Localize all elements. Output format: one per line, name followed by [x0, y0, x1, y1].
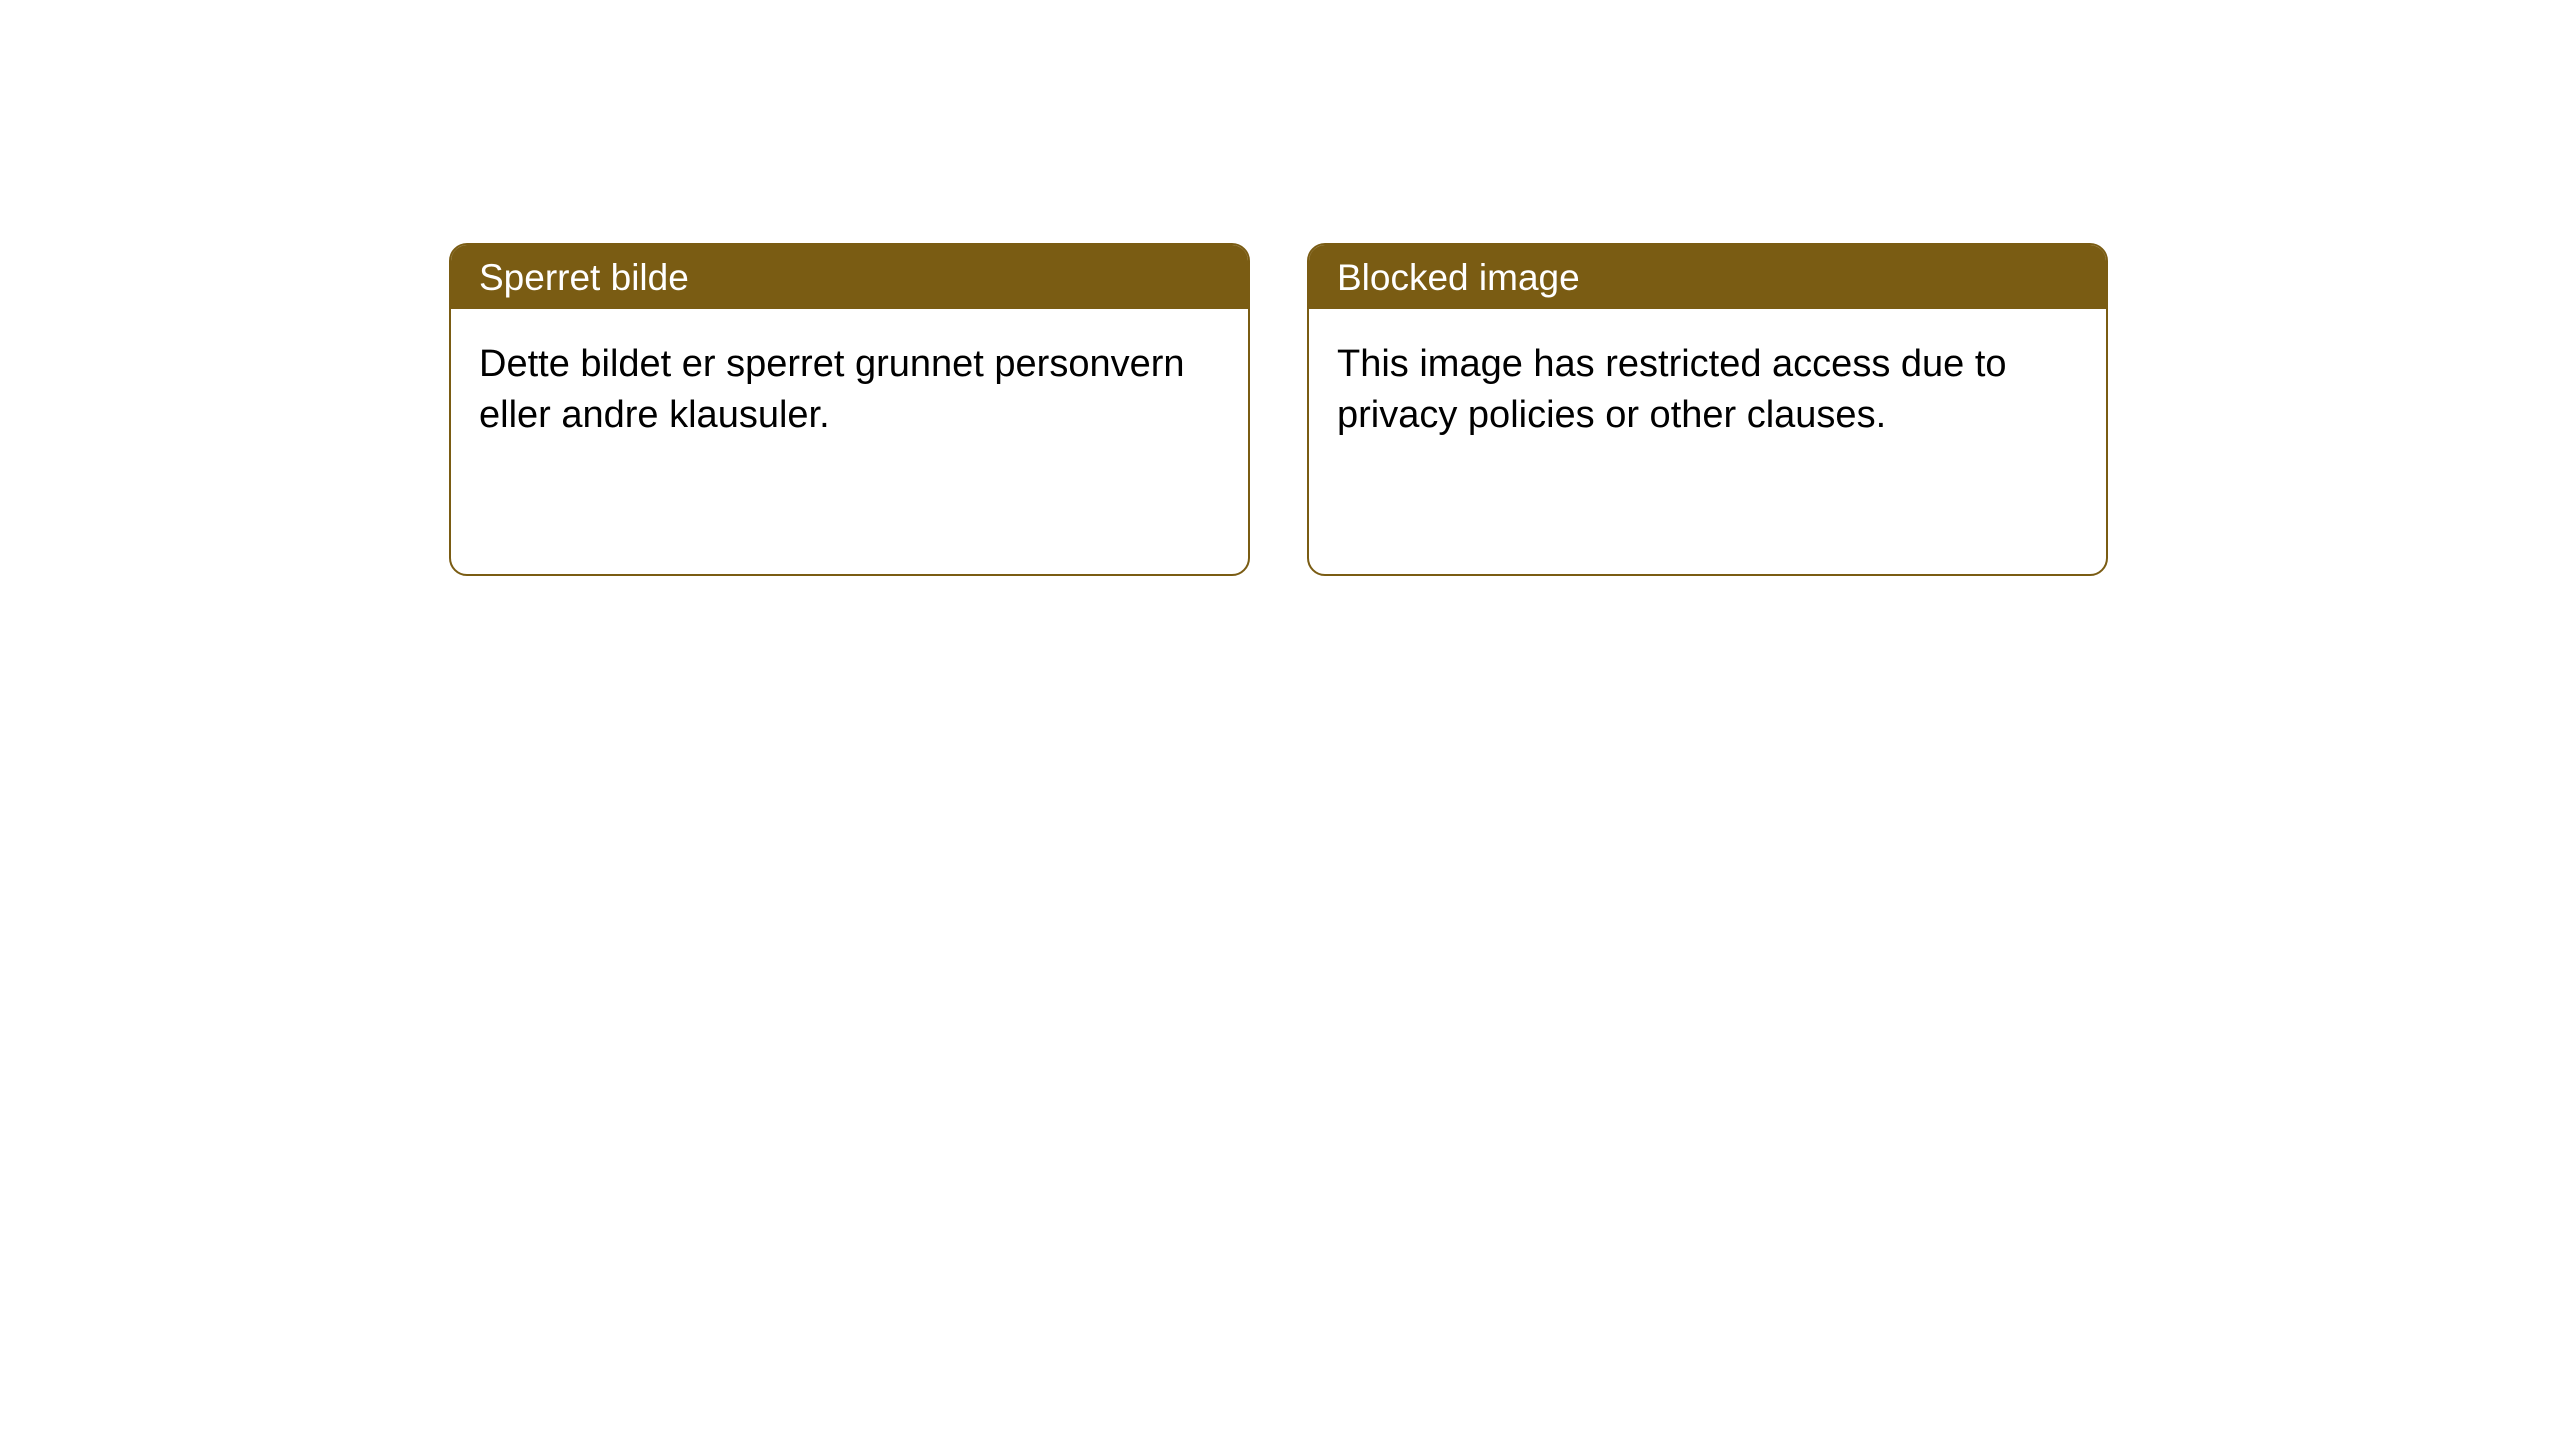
- notice-body-text: Dette bildet er sperret grunnet personve…: [479, 343, 1185, 436]
- notice-header: Sperret bilde: [451, 245, 1248, 309]
- notice-header: Blocked image: [1309, 245, 2106, 309]
- notice-container: Sperret bilde Dette bildet er sperret gr…: [449, 243, 2560, 576]
- notice-body: Dette bildet er sperret grunnet personve…: [451, 309, 1248, 469]
- notice-title: Blocked image: [1337, 257, 1580, 298]
- notice-card-english: Blocked image This image has restricted …: [1307, 243, 2108, 576]
- notice-title: Sperret bilde: [479, 257, 689, 298]
- notice-body: This image has restricted access due to …: [1309, 309, 2106, 469]
- notice-body-text: This image has restricted access due to …: [1337, 343, 2007, 436]
- notice-card-norwegian: Sperret bilde Dette bildet er sperret gr…: [449, 243, 1250, 576]
